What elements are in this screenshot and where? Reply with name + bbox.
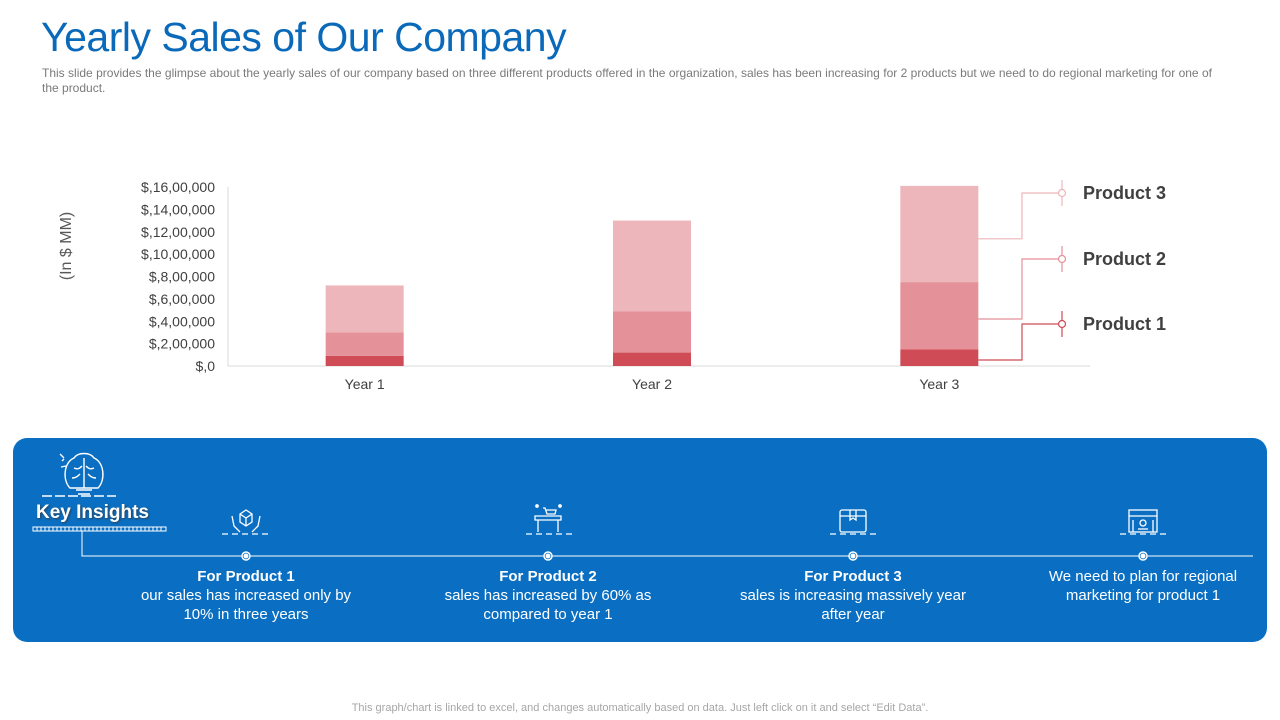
x-tick-label: Year 2 [632, 376, 672, 392]
bar-product-3-year-2 [613, 220, 691, 312]
y-tick-label: $,6,00,000 [149, 291, 215, 307]
bar-product-2-year-1 [325, 332, 404, 356]
insight-body: We need to plan for regional marketing f… [1048, 568, 1238, 604]
stacked-bar-chart: $,0 $,2,00,000 $,4,00,000 $,6,00,000 $,8,00,… [58, 179, 1166, 392]
bar-product-2-year-3 [900, 282, 979, 350]
legend-label-product-3: Product 3 [1083, 183, 1166, 203]
x-tick-label: Year 3 [919, 376, 959, 392]
insight-heading: For Product 2 [499, 568, 597, 585]
insight-heading: For Product 1 [197, 568, 295, 585]
insight-regional-marketing: We need to plan for regional marketing f… [1023, 567, 1263, 605]
insight-heading: For Product 3 [804, 568, 902, 585]
legend-marker-product-3 [1057, 188, 1067, 198]
legend-connector-product-2 [978, 258, 1062, 320]
legend-connector-product-1 [978, 323, 1062, 361]
y-axis-label: (In $ MM) [58, 212, 75, 280]
bar-product-2-year-2 [613, 311, 691, 353]
y-tick-label: $,0 [196, 358, 216, 374]
insight-product-3: For Product 3 sales is increasing massiv… [733, 567, 973, 624]
footer-note: This graph/chart is linked to excel, and… [351, 702, 929, 714]
insight-product-2: For Product 2 sales has increased by 60%… [428, 567, 668, 624]
legend-connector-product-3 [978, 192, 1062, 240]
insight-product-1: For Product 1 our sales has increased on… [126, 567, 366, 624]
insight-body: sales has increased by 60% as compared t… [444, 587, 652, 623]
insight-body: sales is increasing massively year after… [740, 587, 966, 623]
y-tick-label: $,2,00,000 [149, 336, 215, 352]
y-tick-label: $,16,00,000 [141, 179, 215, 195]
y-tick-label: $,4,00,000 [149, 313, 215, 329]
x-tick-label: Year 1 [345, 376, 385, 392]
bar-product-1-year-2 [613, 352, 691, 366]
key-insights-title: Key Insights [36, 502, 149, 523]
y-tick-label: $,10,00,000 [141, 246, 215, 262]
legend-label-product-2: Product 2 [1083, 249, 1166, 269]
bar-product-1-year-1 [325, 355, 404, 366]
bar-product-1-year-3 [900, 349, 979, 366]
y-tick-label: $,8,00,000 [149, 269, 215, 285]
y-tick-label: $,12,00,000 [141, 224, 215, 240]
bar-product-3-year-3 [900, 185, 979, 283]
legend-label-product-1: Product 1 [1083, 314, 1166, 334]
insight-body: our sales has increased only by 10% in t… [140, 587, 352, 623]
legend-marker-product-2 [1057, 254, 1067, 264]
bar-product-3-year-1 [325, 285, 404, 333]
page-subtitle: This slide provides the glimpse about th… [42, 66, 1212, 95]
page-title: Yearly Sales of Our Company [41, 14, 567, 60]
legend-marker-product-1 [1057, 319, 1067, 329]
y-tick-label: $,14,00,000 [141, 201, 215, 217]
